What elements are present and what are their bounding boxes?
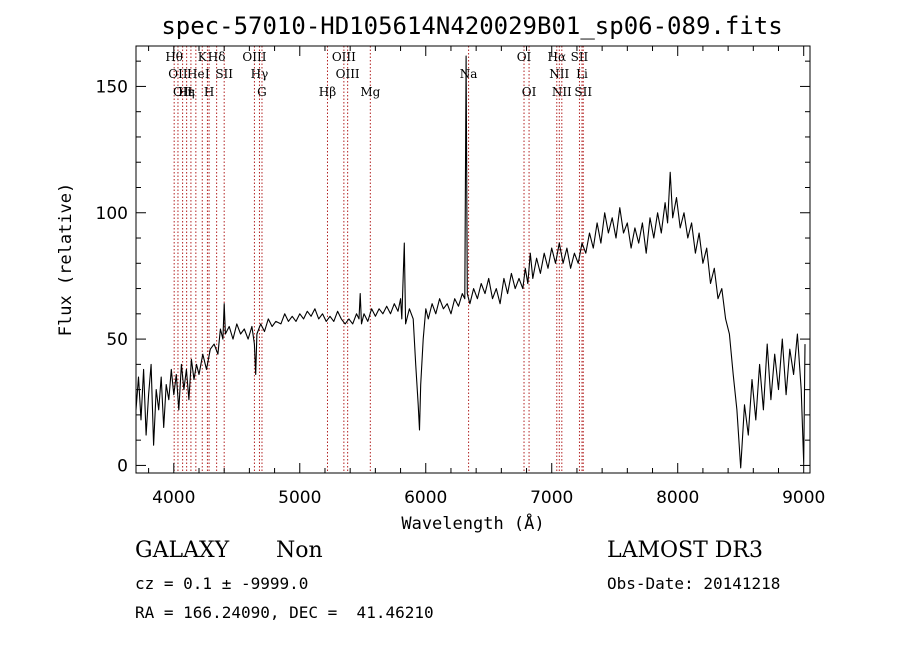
line-label-24: SII (571, 50, 589, 64)
x-tick-label-4: 8000 (656, 488, 699, 508)
chart-title: spec-57010-HD105614N420029B01_sp06-089.f… (161, 12, 782, 40)
plot-frame (135, 45, 811, 474)
y-axis-label: Flux (relative) (56, 183, 76, 337)
line-label-13: G (257, 85, 267, 99)
line-label-11: OIII (242, 50, 266, 64)
x-tick-label-1: 5000 (278, 488, 321, 508)
survey-name: LAMOST DR3 (607, 538, 763, 563)
object-subclass: Non (276, 538, 323, 563)
line-label-7: I (205, 67, 210, 81)
y-tick-label-1: 50 (106, 330, 128, 350)
object-class: GALAXY (135, 538, 230, 563)
line-label-22: NII (549, 67, 569, 81)
line-label-6: K (198, 50, 208, 64)
line-label-0: Hθ (165, 50, 183, 64)
x-tick-label-3: 7000 (530, 488, 573, 508)
line-label-8: H (204, 85, 214, 99)
observation-date: Obs-Date: 20141218 (607, 574, 781, 593)
series-line-0 (135, 55, 806, 469)
line-label-3: Hε (178, 85, 195, 99)
line-label-15: OIII (332, 50, 356, 64)
line-label-10: SII (215, 67, 233, 81)
line-label-17: Mg (360, 85, 380, 99)
line-label-1: OII (168, 67, 188, 81)
line-label-5: He (187, 67, 205, 81)
spectral-line-markers (173, 46, 584, 473)
line-label-16: OIII (336, 67, 360, 81)
line-label-2: OII (173, 85, 193, 99)
x-tick-label-2: 6000 (404, 488, 447, 508)
axis-ticks: 4000 5000 6000 7000 8000 9000 0 50 100 150 (96, 46, 825, 508)
y-tick-label-3: 150 (96, 77, 128, 97)
y-tick-label-2: 100 (96, 204, 128, 224)
line-label-25: Li (576, 67, 588, 81)
x-axis-label: Wavelength (Å) (401, 512, 544, 534)
line-label-14: Hβ (319, 85, 336, 99)
redshift-readout: cz = 0.1 ± -9999.0 (135, 574, 309, 593)
line-label-20: OI (522, 85, 537, 99)
line-label-23: NII (552, 85, 572, 99)
line-label-21: Hα (547, 50, 566, 64)
flux-series (135, 55, 806, 469)
line-label-26: SII (574, 85, 592, 99)
line-label-18: Na (460, 67, 478, 81)
line-label-12: Hγ (251, 67, 269, 81)
line-label-19: OI (517, 50, 532, 64)
line-label-4: η (187, 85, 194, 99)
x-tick-label-5: 9000 (782, 488, 825, 508)
y-tick-label-0: 0 (117, 456, 128, 476)
line-label-9: Hδ (208, 50, 226, 64)
coordinates-readout: RA = 166.24090, DEC = 41.46210 (135, 603, 434, 622)
x-tick-label-0: 4000 (152, 488, 195, 508)
